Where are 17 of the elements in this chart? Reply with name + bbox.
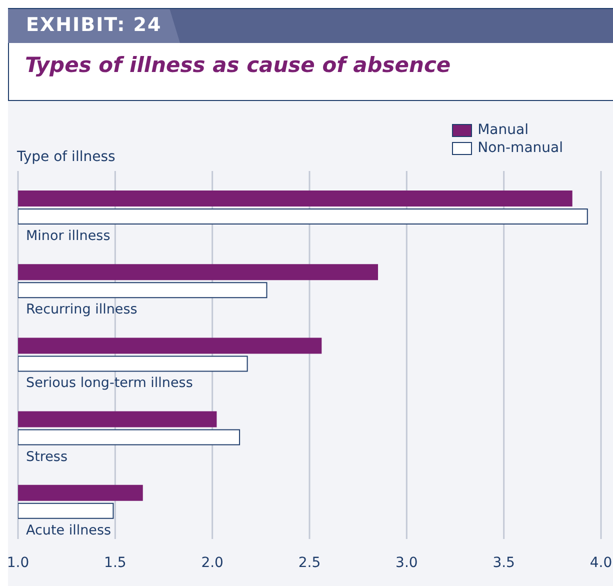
y-tick-label: Minor illness: [26, 228, 110, 244]
x-tick-label: 3.0: [396, 554, 418, 571]
x-tick-label: 4.0: [590, 554, 612, 571]
y-tick-label: Recurring illness: [26, 302, 138, 318]
x-tick-label: 3.5: [492, 554, 515, 571]
x-tick-label: 1.0: [6, 554, 30, 571]
x-tick-label: 2.0: [201, 554, 224, 571]
x-tick-label: 2.5: [298, 554, 321, 571]
y-axis-title: Type of illness: [17, 149, 116, 165]
y-tick-label: Stress: [26, 448, 68, 465]
y-tick-label: Acute illness: [26, 522, 112, 538]
y-tick-label: Serious long-term illness: [26, 375, 193, 392]
x-tick-label: 1.5: [104, 554, 126, 571]
legend-label: Non-manual: [478, 140, 563, 156]
text: EXHIBIT: 24: [26, 14, 162, 36]
chart-title: Types of illness as cause of absence: [25, 53, 452, 77]
legend-label: Manual: [478, 122, 528, 138]
